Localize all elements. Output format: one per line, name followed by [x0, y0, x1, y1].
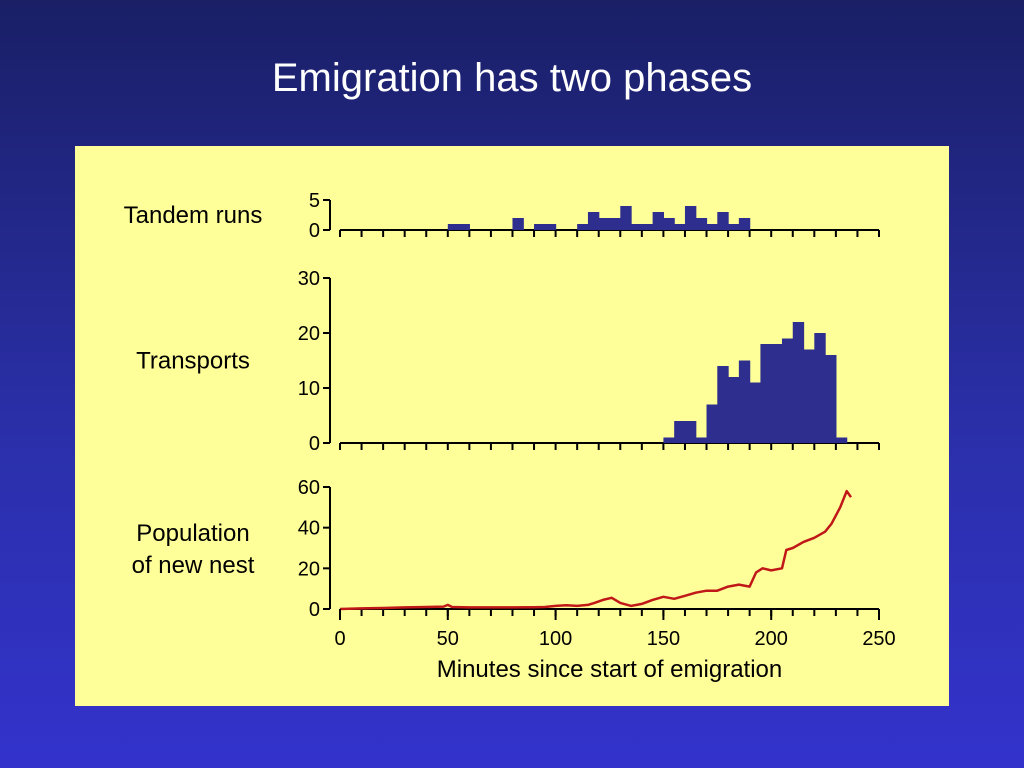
bar [641, 224, 654, 230]
y-tick-label: 60 [298, 477, 320, 499]
bar [781, 338, 794, 443]
bar [728, 377, 740, 443]
bar [663, 437, 675, 443]
bar [458, 224, 470, 230]
bar [447, 224, 460, 230]
bar [534, 224, 546, 230]
x-tick-label: 250 [862, 628, 895, 650]
row-label: Transports [136, 348, 250, 375]
bar [738, 360, 751, 443]
bar [652, 212, 664, 230]
x-tick-label: 50 [437, 628, 459, 650]
x-tick-label: 100 [539, 628, 572, 650]
y-tick-label: 0 [309, 599, 320, 621]
x-tick-label: 200 [755, 628, 788, 650]
x-axis-label: Minutes since start of emigration [437, 656, 782, 683]
bar [738, 218, 751, 230]
bar [717, 366, 729, 443]
y-tick-label: 0 [309, 220, 320, 242]
row-label: Population [136, 520, 249, 547]
bar [717, 212, 729, 230]
y-tick-label: 20 [298, 323, 320, 345]
bar [609, 218, 621, 230]
bar [512, 218, 524, 230]
population-line [339, 489, 853, 611]
bar [771, 344, 783, 443]
bar [684, 421, 697, 443]
y-tick-label: 20 [298, 558, 320, 580]
bar [598, 218, 611, 230]
bar [577, 224, 589, 230]
y-tick-label: 40 [298, 518, 320, 540]
bar [587, 212, 600, 230]
bar [749, 382, 762, 443]
bar [835, 437, 848, 443]
bar [674, 224, 686, 230]
y-tick-label: 10 [298, 378, 320, 400]
bar [814, 333, 826, 443]
slide-title: Emigration has two phases [271, 56, 753, 100]
bar [695, 218, 708, 230]
chart-panel: 0 5 Tandem runs 0 10 20 30 Transports 0 20 40 60 Pop… [75, 146, 949, 706]
bar [674, 421, 686, 443]
row-label: Tandem runs [124, 202, 263, 229]
bar [631, 224, 643, 230]
y-tick-label: 30 [298, 268, 320, 290]
emigration-chart: 0 5 Tandem runs 0 10 20 30 Transports 0 20 40 60 Pop… [124, 190, 896, 683]
bar [620, 206, 632, 230]
bar [684, 206, 697, 230]
bar [663, 218, 675, 230]
bar [728, 224, 740, 230]
x-tick-label: 150 [647, 628, 680, 650]
bar [792, 322, 805, 443]
y-tick-label: 5 [309, 190, 320, 212]
bar [706, 224, 718, 230]
y-tick-label: 0 [309, 433, 320, 455]
bar [760, 344, 772, 443]
row-label: of new nest [132, 552, 255, 579]
bar [803, 349, 815, 443]
bar [544, 224, 557, 230]
bar [706, 404, 718, 443]
bar [825, 355, 837, 443]
bar [695, 437, 708, 443]
x-tick-label: 0 [334, 628, 345, 650]
